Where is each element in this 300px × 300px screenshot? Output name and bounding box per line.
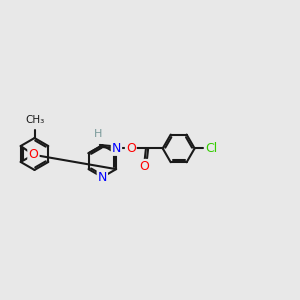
Text: CH₃: CH₃	[25, 115, 44, 125]
Text: O: O	[140, 160, 149, 173]
Text: Cl: Cl	[205, 142, 217, 155]
Text: H: H	[94, 129, 102, 139]
Text: N: N	[112, 142, 121, 155]
Text: N: N	[98, 171, 107, 184]
Text: O: O	[126, 142, 136, 155]
Text: O: O	[28, 148, 38, 161]
Text: O: O	[28, 148, 38, 161]
